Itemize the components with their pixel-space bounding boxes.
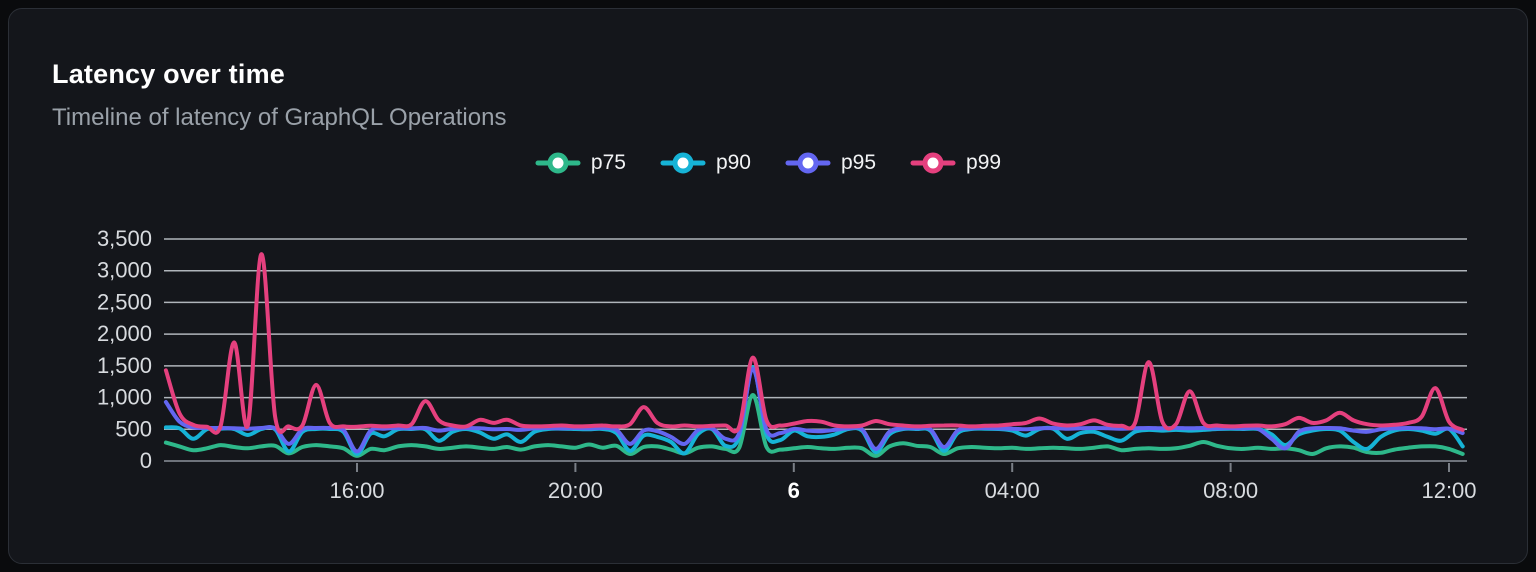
legend-marker-icon [785, 149, 831, 177]
y-axis-label: 1,500 [97, 353, 152, 378]
legend-item-p75[interactable]: p75 [535, 149, 626, 177]
panel-subtitle: Timeline of latency of GraphQL Operation… [52, 104, 507, 131]
x-axis-label: 16:00 [329, 478, 384, 503]
series-p75-line [163, 392, 1465, 458]
latency-line-chart[interactable]: 0 500 1,000 1,500 2,000 2,500 3,000 3,500 16:00 2… [9, 9, 1536, 572]
panel-title: Latency over time [52, 59, 285, 89]
y-axis-label: 1,000 [97, 385, 152, 410]
y-axis-label: 500 [115, 416, 152, 441]
legend-marker-icon [660, 149, 706, 177]
legend-label: p90 [715, 151, 751, 174]
chart-legend: p75 p90 p95 p99 [9, 145, 1527, 181]
legend-marker-icon [910, 149, 956, 177]
x-axis-label: 12:00 [1421, 478, 1476, 503]
legend-item-p99[interactable]: p99 [910, 149, 1001, 177]
series-p99-line [163, 252, 1465, 435]
latency-panel-card: Latency over time Timeline of latency of… [8, 8, 1528, 564]
x-axis-label: 08:00 [1203, 478, 1258, 503]
series-p95-line [163, 366, 1465, 454]
series-p90-line [163, 365, 1465, 456]
legend-marker-icon [535, 149, 581, 177]
y-axis-label: 3,000 [97, 258, 152, 283]
y-axis-label: 2,000 [97, 321, 152, 346]
y-axis-label: 3,500 [97, 226, 152, 251]
legend-label: p75 [590, 151, 626, 174]
legend-label: p99 [966, 151, 1002, 174]
legend-item-p95[interactable]: p95 [785, 149, 876, 177]
x-axis-label: 20:00 [548, 478, 603, 503]
y-axis-label: 0 [140, 448, 152, 473]
legend-label: p95 [841, 151, 877, 174]
legend-item-p90[interactable]: p90 [660, 149, 751, 177]
y-axis-label: 2,500 [97, 289, 152, 314]
x-axis-label: 6 [788, 478, 800, 503]
x-axis-label: 04:00 [985, 478, 1040, 503]
